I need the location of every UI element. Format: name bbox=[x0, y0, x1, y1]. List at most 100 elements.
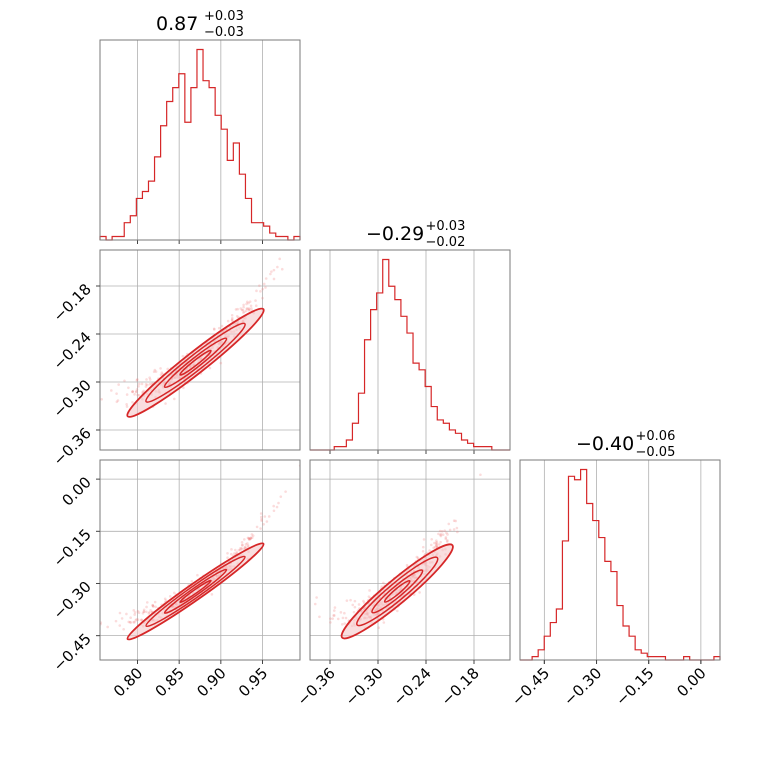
scatter-point bbox=[116, 399, 120, 402]
scatter-point bbox=[132, 620, 135, 624]
hist-frame-0 bbox=[99, 39, 301, 241]
scatter-point bbox=[114, 619, 118, 623]
scatter-point bbox=[134, 619, 138, 622]
x-tick-label-0-2: 0.90 bbox=[193, 664, 229, 700]
scatter-point bbox=[445, 540, 449, 543]
scatter-point bbox=[135, 388, 139, 391]
y-tick-label-1-3: −0.18 bbox=[50, 280, 95, 325]
scatter-point bbox=[435, 541, 439, 544]
scatter-point bbox=[249, 304, 253, 308]
scatter-point bbox=[262, 282, 266, 286]
scatter-point bbox=[132, 609, 136, 612]
scatter-point bbox=[243, 538, 246, 541]
scatter-point bbox=[260, 519, 263, 522]
hist-panel-2: −0.40 +0.06−0.05 bbox=[519, 429, 721, 664]
scatter-point bbox=[243, 546, 246, 549]
scatter-point bbox=[434, 541, 438, 545]
scatter-point bbox=[100, 397, 104, 401]
scatter-point bbox=[151, 604, 154, 607]
scatter-point bbox=[241, 543, 244, 547]
scatter-point bbox=[441, 533, 445, 537]
scatter-point bbox=[439, 532, 443, 536]
contour-1-1 bbox=[145, 555, 246, 628]
scatter-point bbox=[123, 379, 126, 383]
scatter-point bbox=[147, 612, 151, 615]
scatter-point bbox=[136, 393, 139, 397]
scatter-point bbox=[278, 257, 281, 261]
scatter-point bbox=[151, 604, 155, 608]
scatter-point bbox=[315, 596, 318, 599]
scatter-point bbox=[422, 538, 426, 541]
scatter-point bbox=[164, 599, 168, 602]
scatter-point bbox=[160, 371, 164, 374]
scatter-point bbox=[153, 368, 157, 372]
scatter-point bbox=[437, 532, 440, 536]
scatter-point bbox=[148, 376, 151, 379]
scatter-point bbox=[120, 617, 124, 620]
scatter-point bbox=[455, 526, 459, 530]
scatter-point bbox=[280, 267, 284, 271]
scatter-point bbox=[240, 541, 244, 544]
scatter-point bbox=[190, 579, 194, 583]
scatter-point bbox=[438, 529, 442, 533]
scatter-point bbox=[208, 366, 212, 370]
scatter-point bbox=[240, 547, 243, 551]
scatter-point bbox=[362, 599, 365, 603]
param-title-1: −0.29 bbox=[366, 223, 424, 245]
scatter-point bbox=[118, 611, 122, 615]
scatter-point bbox=[345, 599, 349, 602]
hist-step-line-0 bbox=[99, 48, 301, 241]
param-title-plus-2: +0.06 bbox=[636, 429, 676, 444]
scatter-point bbox=[247, 537, 251, 540]
scatter-point bbox=[238, 548, 242, 552]
scatter-point bbox=[352, 610, 356, 614]
scatter-point bbox=[382, 581, 385, 585]
scatter-point bbox=[142, 610, 146, 613]
scatter-point bbox=[261, 287, 264, 291]
scatter-point bbox=[142, 608, 146, 612]
scatter-point bbox=[133, 393, 136, 396]
x-tick-label-1-3: −0.18 bbox=[438, 664, 483, 709]
scatter-point bbox=[446, 533, 449, 536]
scatter-point bbox=[231, 316, 234, 320]
scatter-point bbox=[258, 284, 261, 287]
contour-2-0 bbox=[340, 543, 454, 640]
scatter-point bbox=[137, 385, 140, 388]
scatter-point bbox=[479, 473, 482, 477]
scatter-point bbox=[444, 536, 448, 539]
scatter-point bbox=[440, 529, 444, 533]
scatter-point bbox=[250, 307, 253, 310]
scatter-point bbox=[152, 370, 156, 374]
scatter-point bbox=[351, 603, 355, 607]
scatter-point bbox=[137, 382, 141, 386]
scatter-point bbox=[260, 515, 263, 519]
scatter-point bbox=[405, 563, 409, 567]
scatter-point bbox=[240, 544, 244, 547]
scatter-point bbox=[344, 616, 348, 620]
scatter-point bbox=[168, 595, 172, 598]
scatter-point bbox=[210, 593, 214, 596]
scatter-point bbox=[357, 603, 361, 606]
scatter-point bbox=[246, 545, 250, 548]
scatter-point bbox=[226, 556, 229, 560]
contour-1-3 bbox=[179, 579, 212, 604]
scatter-point bbox=[233, 548, 237, 552]
scatter-point bbox=[439, 534, 443, 538]
scatter-point bbox=[341, 616, 345, 620]
scatter-point bbox=[259, 290, 262, 293]
scatter-point bbox=[331, 617, 334, 620]
scatter-point bbox=[110, 389, 113, 392]
x-tick-label-2-1: −0.30 bbox=[560, 664, 605, 709]
scatter-point bbox=[329, 617, 332, 620]
scatter-point bbox=[272, 509, 276, 513]
scatter-point bbox=[245, 302, 248, 306]
scatter-point bbox=[275, 505, 279, 509]
scatter-point bbox=[229, 552, 233, 556]
scatter-point bbox=[144, 385, 148, 388]
scatter-point bbox=[115, 400, 119, 404]
scatter-point bbox=[341, 623, 344, 626]
contour-0-3 bbox=[179, 349, 212, 376]
scatter-point bbox=[454, 519, 457, 523]
scatter-point bbox=[433, 541, 436, 545]
